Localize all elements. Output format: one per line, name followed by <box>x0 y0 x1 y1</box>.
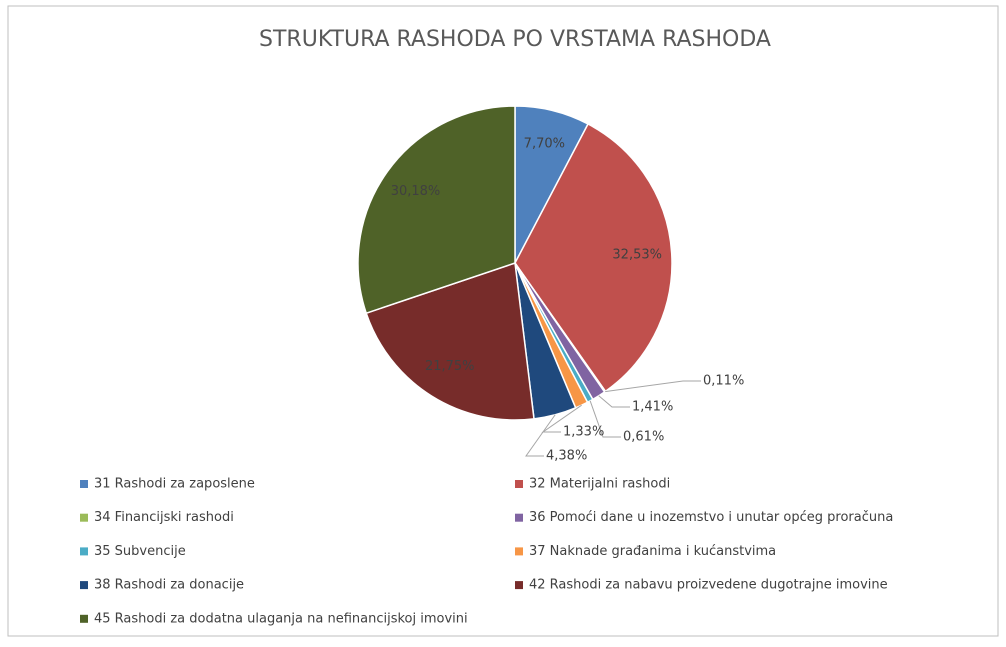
pie-slice <box>357 105 516 315</box>
legend-label: 37 Naknade građanima i kućanstvima <box>529 544 776 559</box>
legend-swatch <box>515 581 523 590</box>
legend-label: 38 Rashodi za donacije <box>94 578 244 593</box>
leader-line <box>525 414 556 457</box>
legend-swatch <box>80 581 88 590</box>
data-label: 21,75% <box>425 359 475 374</box>
data-label: 4,38% <box>546 449 587 464</box>
legend-swatch <box>515 480 523 488</box>
leader-line <box>598 395 630 408</box>
legend-label: 34 Financijski rashodi <box>94 510 234 525</box>
data-label: 0,11% <box>703 374 744 389</box>
data-label: 7,70% <box>524 137 565 152</box>
legend-label: 36 Pomoći dane u inozemstvo i unutar opć… <box>529 510 893 525</box>
chart-title: STRUKTURA RASHODA PO VRSTAMA RASHODA <box>259 27 771 52</box>
data-label: 0,61% <box>623 430 664 445</box>
leader-line <box>604 380 701 393</box>
legend-label: 45 Rashodi za dodatna ulaganja na nefina… <box>94 611 468 626</box>
legend-swatch <box>80 480 88 488</box>
legend-label: 31 Rashodi za zaposlene <box>94 477 255 492</box>
legend-swatch <box>80 513 88 522</box>
legend-swatch <box>515 513 523 522</box>
data-label: 32,53% <box>612 248 662 263</box>
legend-swatch <box>80 547 88 556</box>
pie-slice <box>514 123 673 393</box>
legend-label: 35 Subvencije <box>94 544 186 559</box>
legend-label: 42 Rashodi za nabavu proizvedene dugotra… <box>529 578 888 593</box>
legend-label: 32 Materijalni rashodi <box>529 477 670 492</box>
legend-swatch <box>80 614 88 623</box>
leader-line <box>589 400 621 438</box>
pie-slice <box>365 261 535 421</box>
data-label: 30,18% <box>391 184 441 199</box>
data-label: 1,41% <box>632 400 673 415</box>
legend-swatch <box>515 547 523 556</box>
data-label: 1,33% <box>563 425 604 440</box>
